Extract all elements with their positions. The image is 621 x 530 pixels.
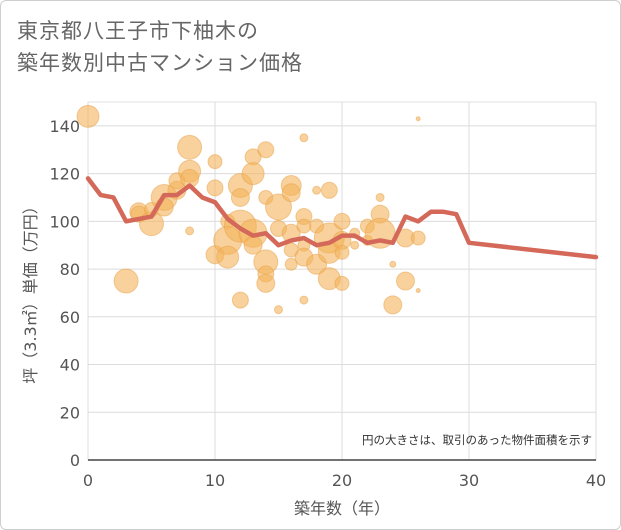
x-tick-label: 40 [586,471,606,490]
bubble-point [389,260,397,268]
bubble-point [230,187,250,207]
bubble-point [312,185,322,195]
x-tick-label: 10 [205,471,225,490]
x-axis-label: 築年数（年） [294,499,390,518]
average-price-line [85,176,599,260]
y-axis-label: 坪（3.3㎡）単価（万円） [21,198,40,383]
bubble-point [299,295,309,305]
bubble-point [320,181,338,199]
bubble-point [274,305,283,315]
bubble-point [257,141,275,159]
y-tick-label: 0 [70,451,80,470]
y-tick-label: 80 [60,260,80,279]
bubble-point [231,291,249,309]
tick-labels: 0 10 20 30 40 0 20 40 60 80 100 120 140 [49,117,606,490]
bubble-point [396,271,415,291]
bubble-point [206,179,224,197]
bubble-point [177,134,203,160]
bubble-point [410,230,426,246]
y-tick-label: 100 [49,212,80,231]
y-tick-label: 60 [60,308,80,327]
chart-note: 円の大きさは、取引のあった物件面積を示す [362,433,592,447]
x-tick-label: 20 [332,471,352,490]
bubble-point [216,245,240,269]
y-tick-label: 120 [49,165,80,184]
bubble-point [185,226,195,236]
y-tick-label: 140 [49,117,80,136]
y-tick-label: 20 [60,403,80,422]
bubble-point [284,257,298,271]
bubble-point [296,218,312,234]
chart-title: 東京都八王子市下柚木の 築年数別中古マンション価格 [17,15,577,79]
bubble-point [76,104,100,128]
bubble-point [350,240,360,250]
bubble-point [333,212,351,230]
x-tick-label: 0 [83,471,93,490]
bubble-point [241,162,265,186]
x-tick-label: 30 [459,471,479,490]
bubble-point [334,275,350,291]
chart-title-line-2: 築年数別中古マンション価格 [17,51,303,75]
chart-title-line-1: 東京都八王子市下柚木の [17,19,259,43]
bubble-point [415,288,421,294]
y-tick-label: 40 [60,356,80,375]
line-series [85,176,599,260]
bubble-point [256,273,276,293]
bubble-point [113,268,139,294]
bubble-point [375,192,385,202]
bubble-point [299,133,309,143]
bubble-point [334,244,350,260]
bubble-point [207,154,223,170]
bubble-point [383,295,403,315]
bubble-point [415,116,421,122]
bubble-point [281,183,301,203]
